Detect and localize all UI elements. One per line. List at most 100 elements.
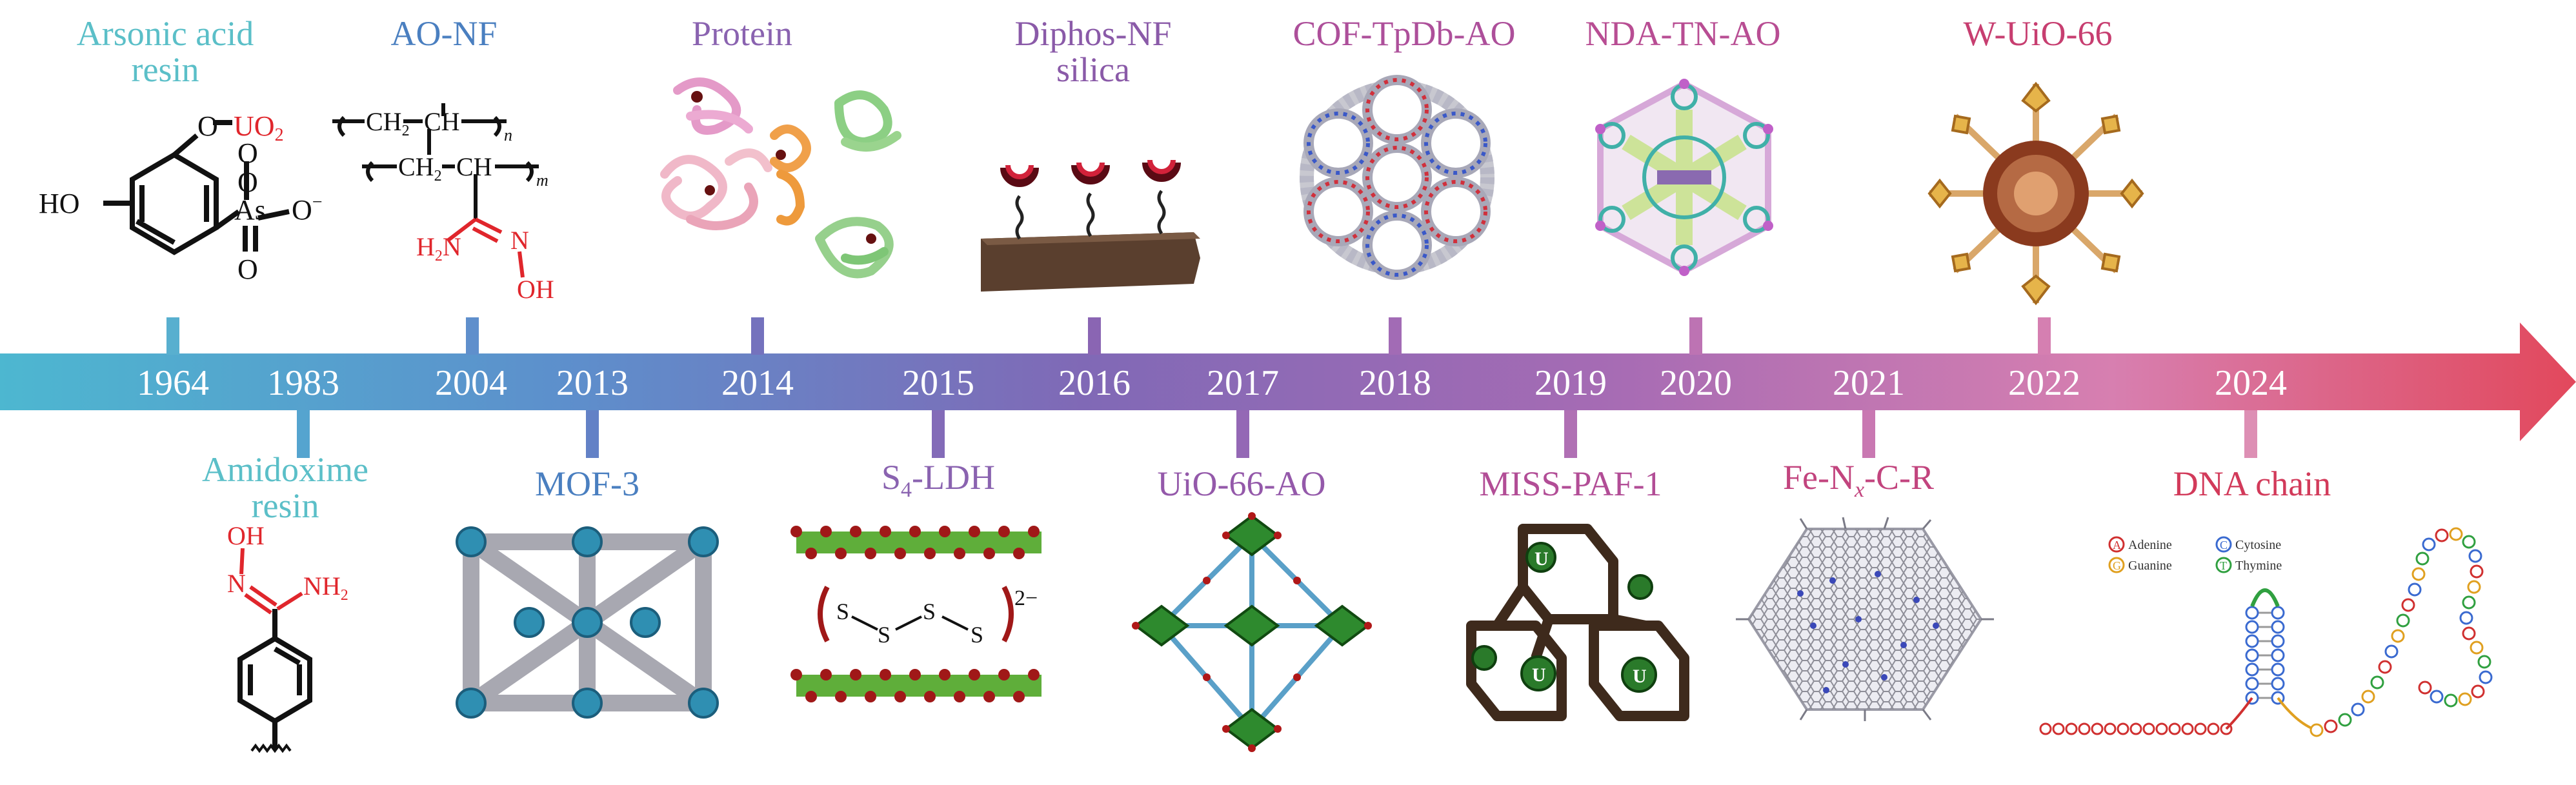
label-w-uio-66: W-UiO-66 (1963, 14, 2113, 53)
ao-nf-structure: CH2 CH n CH2 CH m H2N N OH (332, 103, 554, 304)
ligand-3 (1142, 159, 1181, 235)
s-atom-3: S (923, 599, 936, 624)
o-minus-text: O− (292, 192, 323, 226)
ch-text-2: CH (456, 152, 492, 181)
n-sub-text: n (504, 126, 512, 144)
fe-nx-c-r-image (1736, 517, 1994, 721)
ch2-text-2: CH2 (398, 152, 442, 184)
diphos-nf-silica-image (981, 159, 1200, 292)
label-arsonic-acid-resin: Arsonic acid resin (76, 14, 254, 89)
dna-strand (2039, 722, 2233, 735)
o-text-1: O (197, 110, 218, 142)
dna-loop-2 (2309, 582, 2422, 737)
label-dna-chain: DNA chain (2173, 464, 2331, 503)
ch2-text-1: CH2 (366, 107, 410, 139)
ho-text: HO (39, 188, 80, 219)
label-protein: Protein (692, 14, 792, 53)
u-ion-2 (1471, 645, 1497, 671)
tick-2024 (2244, 410, 2257, 458)
s-atom-2: S (878, 622, 891, 648)
o-text-4: O (237, 253, 258, 285)
miss-paf-1-image: U U U (1466, 524, 1689, 721)
year-2019: 2019 (1535, 363, 1607, 403)
tick-2013 (586, 410, 599, 458)
legend-thymine: Thymine (2235, 559, 2282, 573)
dna-hairpin (2411, 527, 2493, 708)
u-ion-4 (1627, 574, 1653, 600)
w-uio-66-image (1927, 81, 2144, 306)
year-2020: 2020 (1660, 363, 1732, 403)
year-2016: 2016 (1058, 363, 1131, 403)
s4-ldh-rest: -LDH (912, 458, 996, 497)
h2n-text: H2N (416, 232, 461, 264)
tick-2018 (1389, 317, 1402, 355)
label-fe-nx-c-r: Fe-Nx-C-R (1783, 459, 1934, 508)
legend-adenine: Adenine (2128, 538, 2172, 552)
o-text-2: O (237, 137, 258, 169)
label-cof-tpdb-ao: COF-TpDb-AO (1293, 14, 1516, 53)
tick-1983 (297, 410, 310, 458)
ligand-1 (1000, 164, 1039, 240)
dna-chain-image: A Adenine C Cytosine G Guanine T Thymine (2039, 527, 2493, 737)
label-amidoxime-resin: Amidoxime resin (202, 450, 368, 525)
legend-a-letter: A (2113, 539, 2121, 551)
ch-text-1: CH (424, 107, 460, 136)
oh-text-amid: OH (227, 522, 265, 550)
cof-tpdb-ao-image (1300, 75, 1494, 280)
year-2017: 2017 (1207, 363, 1279, 403)
nda-tn-ao-image (1595, 79, 1773, 276)
label-diphos-nf-silica: Diphos-NF silica (1014, 14, 1172, 89)
as-text: As (234, 194, 266, 226)
tick-2021 (1862, 410, 1875, 458)
silica-slab (981, 232, 1200, 292)
fe-nx-sub: x (1854, 477, 1865, 502)
ldh-charge: 2− (1014, 586, 1038, 610)
m-sub-text: m (536, 171, 548, 190)
dna-stem-1 (2225, 588, 2317, 731)
label-nda-tn-ao: NDA-TN-AO (1585, 14, 1781, 53)
label-miss-paf-1: MISS-PAF-1 (1479, 464, 1662, 503)
s4-ldh-sub: 4 (901, 477, 912, 502)
legend-guanine: Guanine (2128, 559, 2172, 573)
year-2021: 2021 (1833, 363, 1905, 403)
label-uio-66-ao: UiO-66-AO (1157, 464, 1326, 503)
u-label-3: U (1532, 664, 1546, 686)
year-2018: 2018 (1359, 363, 1431, 403)
tick-2022 (2038, 317, 2051, 355)
tick-2016 (1088, 317, 1101, 355)
legend-g-letter: G (2113, 559, 2121, 572)
dna-legend: A Adenine C Cytosine G Guanine T Thymine (2108, 536, 2282, 573)
protein-image (660, 77, 901, 279)
amidoxime-structure: OH N NH2 (227, 522, 348, 753)
n-text-amid: N (227, 569, 246, 598)
tick-2014 (751, 317, 764, 355)
oh-text: OH (517, 275, 554, 304)
u-label-1: U (1535, 548, 1549, 570)
s-atom-1: S (836, 599, 849, 624)
u-ion-5 (1621, 657, 1657, 693)
uo2-text: UO2 (234, 110, 284, 145)
ligand-2 (1071, 162, 1110, 237)
legend-c-letter: C (2220, 539, 2228, 551)
tick-2017 (1236, 410, 1249, 458)
ldh-top-layer (790, 526, 1041, 559)
year-2015: 2015 (902, 363, 974, 403)
year-2013: 2013 (556, 363, 629, 403)
s-atom-4: S (971, 622, 983, 648)
u-ion-1 (1525, 542, 1556, 573)
tick-2019 (1564, 410, 1577, 458)
year-2022: 2022 (2008, 363, 2080, 403)
year-1964: 1964 (137, 363, 209, 403)
u-ion-3 (1520, 655, 1556, 691)
year-1983: 1983 (267, 363, 339, 403)
s4-ldh-main: S (881, 458, 901, 497)
tick-2020 (1689, 317, 1702, 355)
timeline-arrow-body (0, 323, 2576, 441)
year-2024: 2024 (2215, 363, 2287, 403)
arsonic-acid-structure: HO O UO2 O O As O− O (39, 110, 323, 285)
u-label-5: U (1633, 666, 1647, 687)
fe-nx-rest: -C-R (1864, 458, 1935, 497)
tick-2015 (932, 410, 945, 458)
label-s4-ldh: S4-LDH (881, 459, 995, 508)
